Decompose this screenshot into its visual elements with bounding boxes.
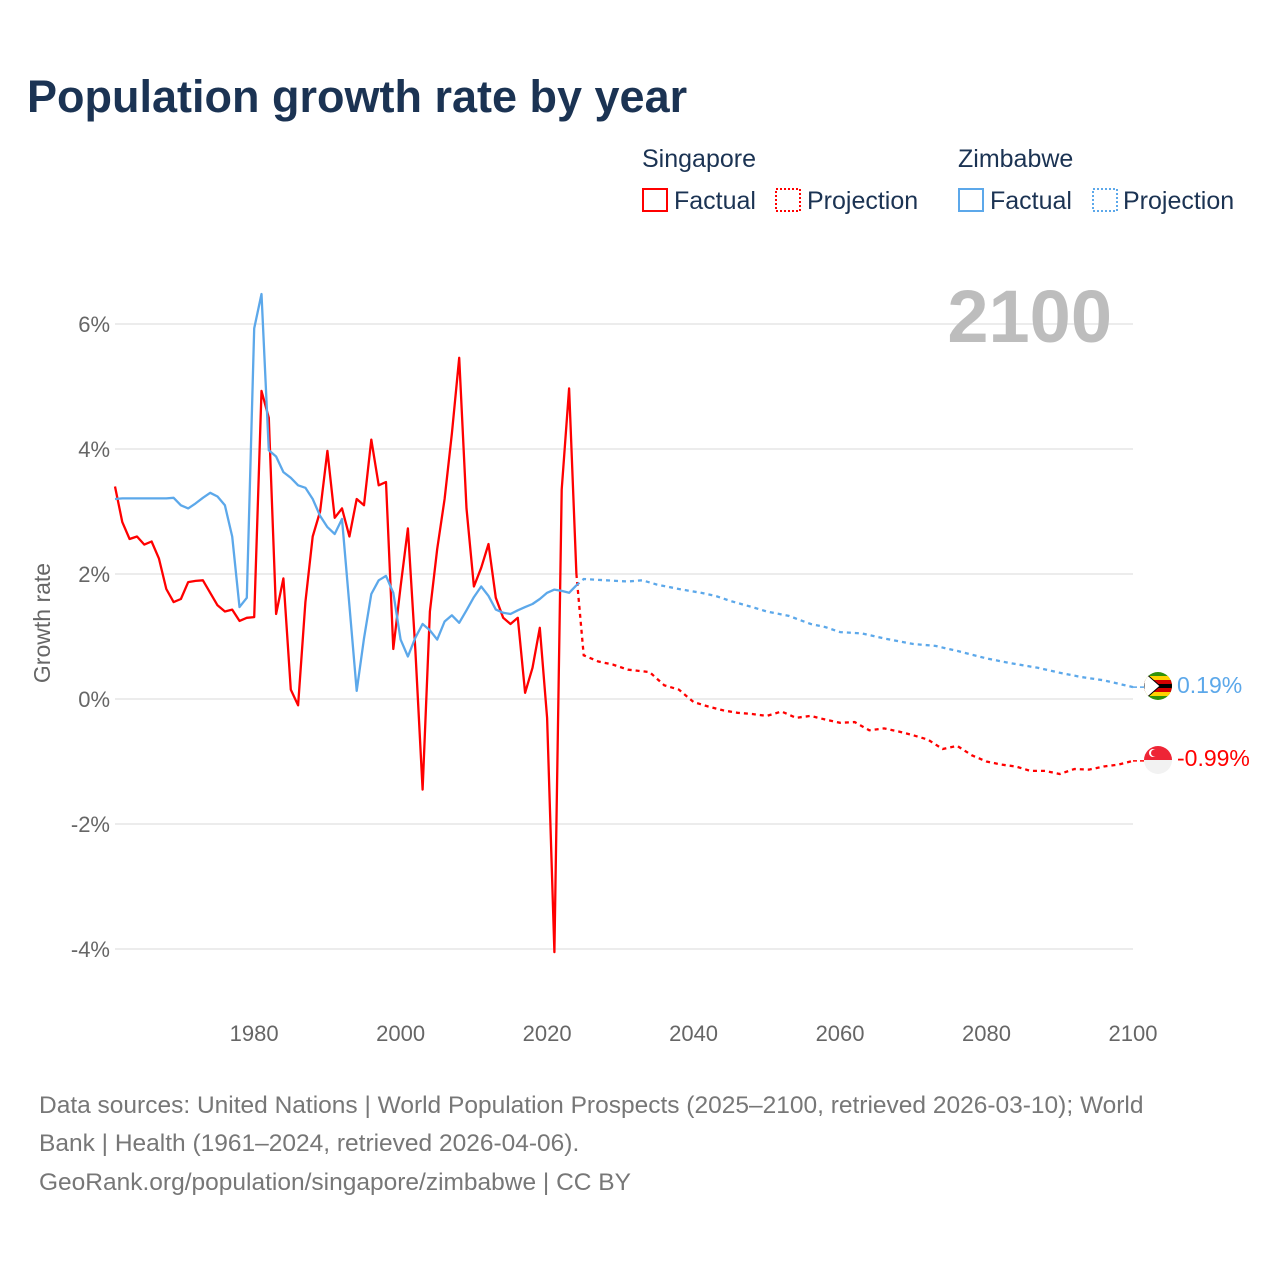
legend-zimbabwe-projection[interactable]: Projection (1123, 187, 1234, 215)
legend-swatch-zimbabwe-factual (958, 188, 984, 212)
y-tick-label: -2% (71, 812, 110, 837)
year-label: 2100 (947, 275, 1112, 358)
y-axis-label: Growth rate (29, 563, 55, 683)
y-tick-label: 2% (78, 562, 110, 587)
legend-singapore-factual[interactable]: Factual (674, 187, 756, 215)
y-axis-ticks: -4% -2% 0% 2% 4% 6% (71, 312, 110, 962)
y-tick-label: 0% (78, 687, 110, 712)
x-tick-label: 2040 (669, 1021, 718, 1046)
zimbabwe-flag-icon (1144, 672, 1172, 700)
x-tick-label: 2100 (1109, 1021, 1158, 1046)
gridlines (115, 323, 1133, 950)
footer-sources-line1: Data sources: United Nations | World Pop… (39, 1092, 1143, 1119)
legend-swatch-singapore-projection (775, 188, 801, 212)
legend: Singapore Factual Projection Zimbabwe Fa… (642, 145, 1234, 215)
x-tick-label: 2020 (523, 1021, 572, 1046)
x-axis-ticks: 1980 2000 2020 2040 2060 2080 2100 (230, 1021, 1158, 1046)
chart-title: Population growth rate by year (27, 71, 687, 122)
legend-singapore-projection[interactable]: Projection (807, 187, 918, 215)
y-tick-label: 6% (78, 312, 110, 337)
zimbabwe-factual-line (114, 292, 578, 693)
legend-swatch-zimbabwe-projection (1092, 188, 1118, 212)
legend-swatch-singapore-factual (642, 188, 668, 212)
legend-group-zimbabwe: Zimbabwe (958, 145, 1073, 173)
zimbabwe-projection-line (575, 577, 1134, 689)
x-tick-label: 1980 (230, 1021, 279, 1046)
singapore-projection-line (575, 573, 1134, 776)
zimbabwe-end-label: 0.19% (1177, 672, 1242, 698)
x-tick-label: 2060 (816, 1021, 865, 1046)
footer-sources-line2: Bank | Health (1961–2024, retrieved 2026… (39, 1130, 579, 1157)
x-tick-label: 2080 (962, 1021, 1011, 1046)
legend-group-singapore: Singapore (642, 145, 756, 173)
legend-zimbabwe-factual[interactable]: Factual (990, 187, 1072, 215)
y-tick-label: 4% (78, 437, 110, 462)
x-tick-label: 2000 (376, 1021, 425, 1046)
series-lines (113, 292, 1144, 954)
singapore-end-label: -0.99% (1177, 745, 1250, 771)
footer-url[interactable]: GeoRank.org/population/singapore/zimbabw… (39, 1169, 631, 1196)
y-tick-label: -4% (71, 937, 110, 962)
singapore-factual-line (113, 356, 578, 954)
singapore-flag-icon (1144, 746, 1172, 774)
